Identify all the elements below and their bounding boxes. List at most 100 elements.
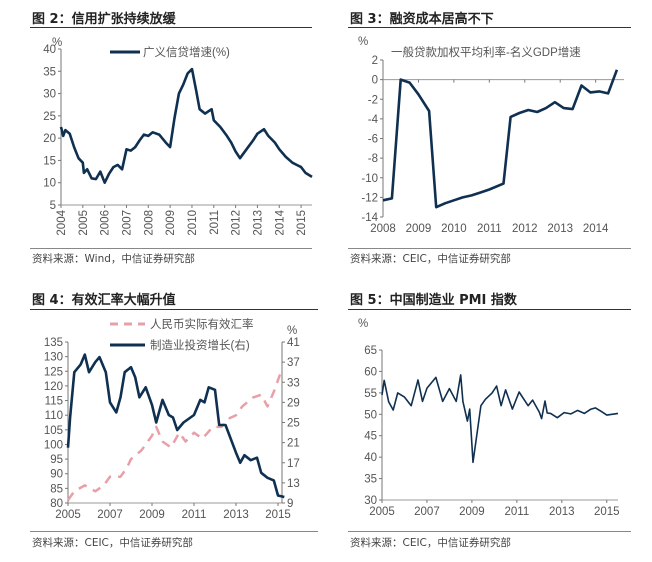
chart2-source-rule: [30, 248, 312, 249]
chart4-right-y-tick-label: 29: [287, 397, 300, 409]
chart5-x-tick-label: 2015: [594, 506, 620, 518]
chart2-x-tick-label: 2007: [121, 210, 133, 236]
chart2-x-tick-label: 2008: [143, 210, 155, 236]
chart3-x-tick-label: 2011: [477, 223, 502, 235]
chart2-y-tick-label: 5: [50, 200, 56, 212]
chart4-right-y-tick-label: 33: [287, 377, 300, 389]
chart2-x-tick-label: 2010: [187, 210, 199, 236]
chart2-title: 图 2：信用扩张持续放缓: [32, 12, 176, 27]
chart4-x-tick-label: 2013: [223, 509, 249, 521]
chart3-y-tick-label: 2: [372, 55, 378, 67]
chart4-y-tick-label: 85: [50, 483, 63, 495]
chart2-x-tick-label: 2004: [56, 209, 68, 235]
chart3-source: 资料来源：CEIC，中信证券研究部: [350, 253, 511, 265]
chart3-y-tick-label: -6: [368, 134, 378, 146]
chart5-x-tick-label: 2007: [414, 506, 440, 518]
chart4-source-rule: [30, 531, 318, 532]
chart4-y-tick-label: 135: [44, 337, 63, 349]
chart2-legend-label: 广义信贷增速(%): [143, 45, 230, 59]
chart3-title: 图 3：融资成本居高不下: [350, 12, 494, 27]
chart3-x-tick-label: 2014: [583, 223, 609, 235]
chart5-x-tick-label: 2013: [549, 506, 575, 518]
chart4-source: 资料来源：CEIC，中信证券研究部: [32, 537, 193, 549]
chart3-y-tick-label: -2: [368, 94, 378, 106]
chart2-x-tick-label: 2015: [296, 210, 308, 236]
chart4-y-tick-label: 80: [50, 498, 63, 510]
chart2-y-tick-label: 40: [43, 44, 56, 56]
chart4-right-y-tick-label: 13: [287, 478, 300, 490]
chart4-title: 图 4：有效汇率大幅升值: [32, 293, 176, 308]
chart2-source: 资料来源：Wind，中信证券研究部: [32, 253, 195, 265]
chart4-x-tick-label: 2015: [265, 509, 291, 521]
chart3-x-tick-label: 2008: [370, 223, 396, 235]
chart2-x-tick-label: 2005: [78, 210, 90, 236]
chart2-y-tick-label: 20: [43, 133, 56, 145]
chart5-x-tick-label: 2009: [459, 506, 485, 518]
chart3-source-rule: [348, 248, 631, 249]
chart3-title-rule: [348, 27, 631, 28]
chart2-x-tick-label: 2014: [274, 209, 286, 235]
chart3-unit-label: %: [358, 36, 368, 48]
chart4-x-tick-label: 2009: [139, 509, 165, 521]
chart3-y-tick-label: -14: [361, 212, 378, 224]
chart5-unit-label: %: [358, 318, 368, 330]
chart2-x-tick-label: 2009: [165, 210, 177, 236]
chart3-y-tick-label: -8: [368, 153, 378, 165]
chart2-y-tick-label: 15: [43, 155, 56, 167]
chart4-right-y-tick-label: 25: [287, 418, 300, 430]
chart4-right-y-tick-label: 37: [287, 357, 300, 369]
chart5-title: 图 5：中国制造业 PMI 指数: [350, 293, 517, 308]
chart5-x-tick-label: 2011: [504, 506, 529, 518]
chart4-x-tick-label: 2011: [182, 509, 207, 521]
chart4-series-line-1: [66, 367, 284, 501]
chart2-y-tick-label: 30: [43, 89, 56, 101]
chart4-x-tick-label: 2007: [97, 509, 123, 521]
chart4-right-y-tick-label: 21: [287, 438, 300, 450]
chart5-y-tick-label: 40: [364, 452, 377, 464]
chart4-y-tick-label: 115: [45, 396, 63, 408]
chart5-y-tick-label: 45: [364, 431, 377, 443]
chart4-y-tick-label: 130: [44, 352, 63, 364]
chart3-y-tick-label: -4: [368, 114, 379, 126]
chart4-right-y-tick-label: 9: [287, 498, 293, 510]
chart3-x-tick-label: 2012: [512, 223, 538, 235]
chart5-y-tick-label: 65: [364, 345, 377, 357]
chart4-right-y-tick-label: 41: [287, 337, 300, 349]
chart4-y-tick-label: 120: [44, 381, 63, 393]
chart5-source: 资料来源：CEIC，中信证券研究部: [350, 537, 511, 549]
chart2-y-tick-label: 35: [43, 66, 56, 78]
chart4-y-tick-label: 100: [44, 439, 63, 451]
chart4-right-unit-label: %: [287, 325, 297, 337]
chart2-x-tick-label: 2013: [252, 210, 264, 236]
chart2-x-tick-label: 2006: [100, 210, 112, 236]
chart5-y-tick-label: 55: [364, 388, 377, 400]
chart2-x-tick-label: 2011: [209, 210, 221, 235]
chart5-title-rule: [348, 309, 631, 310]
chart3-x-tick-label: 2013: [547, 223, 573, 235]
chart5-y-tick-label: 60: [364, 366, 377, 378]
chart4-right-y-tick-label: 17: [287, 458, 300, 470]
chart3-y-tick-label: 0: [372, 75, 378, 87]
chart5-series-line-1: [381, 374, 619, 464]
chart3-legend-label: 一般贷款加权平均利率-名义GDP增速: [391, 45, 581, 59]
chart2-y-tick-label: 25: [43, 111, 56, 123]
chart3-y-tick-label: -12: [361, 192, 378, 204]
chart2-y-tick-label: 10: [43, 178, 56, 190]
chart5-y-tick-label: 30: [364, 495, 377, 507]
chart4-legend-label-invest: 制造业投资增长(右): [150, 338, 250, 352]
chart4-y-tick-label: 90: [50, 469, 63, 481]
chart4-y-tick-label: 95: [50, 454, 63, 466]
chart4-series-line-2: [66, 353, 285, 499]
chart5-y-tick-label: 50: [364, 409, 377, 421]
chart4-y-tick-label: 125: [44, 366, 63, 378]
chart5-x-tick-label: 2005: [369, 506, 395, 518]
chart5-source-rule: [348, 531, 631, 532]
chart3-x-tick-label: 2010: [441, 223, 467, 235]
chart2-x-tick-label: 2012: [231, 210, 243, 236]
chart4-y-tick-label: 110: [45, 410, 63, 422]
chart4-x-tick-label: 2005: [55, 509, 81, 521]
chart3-x-tick-label: 2009: [406, 223, 432, 235]
chart3-y-tick-label: -10: [361, 173, 378, 185]
